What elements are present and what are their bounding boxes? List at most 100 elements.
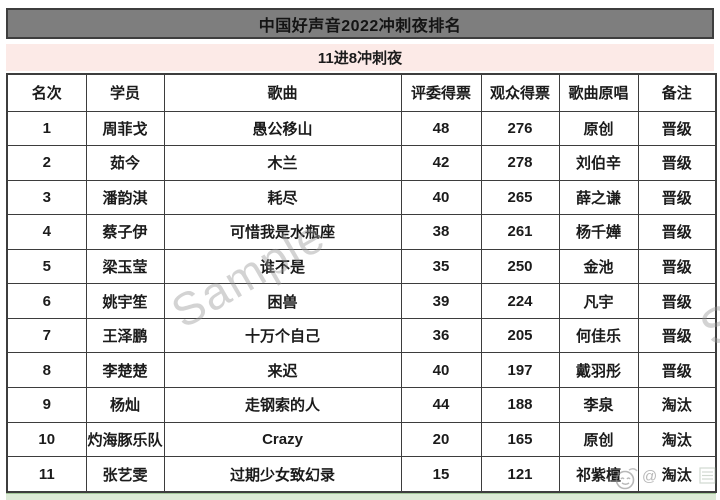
cell-judge-votes: 35 (400, 248, 482, 285)
table-row: 6 姚宇笙 困兽 39 224 凡宇 晋级 (6, 283, 717, 319)
cell-rank: 1 (6, 110, 87, 147)
cell-judge-votes: 15 (400, 456, 482, 493)
cell-audience-votes: 197 (480, 352, 560, 388)
cell-judge-votes: 44 (400, 387, 482, 423)
cell-audience-votes: 205 (480, 317, 560, 354)
cell-audience-votes: 265 (480, 179, 560, 216)
cell-remark: 晋级 (637, 317, 717, 354)
table-row: 1 周菲戈 愚公移山 48 276 原创 晋级 (6, 110, 717, 147)
table-row: 11 张艺雯 过期少女致幻录 15 121 祁紫檀 淘汰 (6, 456, 717, 493)
col-header-judge-votes: 评委得票 (400, 73, 482, 112)
cell-rank: 3 (6, 179, 87, 216)
subtitle-bar: 11进8冲刺夜 (6, 44, 714, 71)
cell-original-singer: 何佳乐 (558, 317, 639, 354)
subtitle-text: 11进8冲刺夜 (317, 50, 403, 67)
cell-student: 梁玉莹 (85, 248, 165, 285)
cell-student: 李楚楚 (85, 352, 165, 388)
cell-song: Crazy (163, 421, 402, 458)
cell-student: 灼海豚乐队 (85, 421, 165, 458)
cell-remark: 淘汰 (637, 456, 717, 493)
cell-remark: 晋级 (637, 352, 717, 388)
cell-student: 姚宇笙 (85, 283, 165, 319)
cell-song: 木兰 (163, 145, 402, 181)
cell-original-singer: 薛之谦 (558, 179, 639, 216)
cell-judge-votes: 20 (400, 421, 482, 458)
table-row: 3 潘韵淇 耗尽 40 265 薛之谦 晋级 (6, 179, 717, 216)
cell-judge-votes: 48 (400, 110, 482, 147)
ranking-table: 名次 学员 歌曲 评委得票 观众得票 歌曲原唱 备注 1 周菲戈 愚公移山 48… (6, 73, 717, 493)
cell-original-singer: 金池 (558, 248, 639, 285)
cell-rank: 7 (6, 317, 87, 354)
cell-song: 谁不是 (163, 248, 402, 285)
cell-remark: 晋级 (637, 145, 717, 181)
cell-student: 张艺雯 (85, 456, 165, 493)
title-bar: 中国好声音2022冲刺夜排名 (6, 8, 714, 39)
cell-original-singer: 戴羽彤 (558, 352, 639, 388)
col-header-student: 学员 (85, 73, 165, 112)
col-header-original-singer: 歌曲原唱 (558, 73, 639, 112)
cell-audience-votes: 276 (480, 110, 560, 147)
cell-audience-votes: 121 (480, 456, 560, 493)
cell-student: 潘韵淇 (85, 179, 165, 216)
col-header-remark: 备注 (637, 73, 717, 112)
cell-song: 耗尽 (163, 179, 402, 216)
col-header-rank: 名次 (6, 73, 87, 112)
cell-judge-votes: 40 (400, 352, 482, 388)
cell-song: 过期少女致幻录 (163, 456, 402, 493)
cell-judge-votes: 38 (400, 214, 482, 250)
table-row: 4 蔡子伊 可惜我是水瓶座 38 261 杨千嬅 晋级 (6, 214, 717, 250)
cell-audience-votes: 165 (480, 421, 560, 458)
cell-audience-votes: 261 (480, 214, 560, 250)
cell-song: 走钢索的人 (163, 387, 402, 423)
cell-original-singer: 原创 (558, 421, 639, 458)
page-title: 中国好声音2022冲刺夜排名 (258, 17, 462, 35)
cell-remark: 晋级 (637, 283, 717, 319)
table-row: 10 灼海豚乐队 Crazy 20 165 原创 淘汰 (6, 421, 717, 458)
cell-song: 困兽 (163, 283, 402, 319)
cell-original-singer: 凡宇 (558, 283, 639, 319)
cell-judge-votes: 36 (400, 317, 482, 354)
cell-remark: 晋级 (637, 110, 717, 147)
cell-rank: 5 (6, 248, 87, 285)
cell-judge-votes: 42 (400, 145, 482, 181)
cell-remark: 淘汰 (637, 387, 717, 423)
cell-audience-votes: 278 (480, 145, 560, 181)
table-row: 9 杨灿 走钢索的人 44 188 李泉 淘汰 (6, 387, 717, 423)
cell-original-singer: 李泉 (558, 387, 639, 423)
cell-rank: 8 (6, 352, 87, 388)
cell-student: 杨灿 (85, 387, 165, 423)
cell-audience-votes: 224 (480, 283, 560, 319)
header-row: 名次 学员 歌曲 评委得票 观众得票 歌曲原唱 备注 (6, 73, 717, 112)
cell-rank: 10 (6, 421, 87, 458)
cell-original-singer: 刘伯辛 (558, 145, 639, 181)
cell-student: 王泽鹏 (85, 317, 165, 354)
cell-rank: 6 (6, 283, 87, 319)
cell-remark: 晋级 (637, 179, 717, 216)
cell-judge-votes: 40 (400, 179, 482, 216)
cell-song: 愚公移山 (163, 110, 402, 147)
table-row: 7 王泽鹏 十万个自己 36 205 何佳乐 晋级 (6, 317, 717, 354)
cell-song: 来迟 (163, 352, 402, 388)
cell-audience-votes: 250 (480, 248, 560, 285)
cell-remark: 晋级 (637, 214, 717, 250)
table-row: 5 梁玉莹 谁不是 35 250 金池 晋级 (6, 248, 717, 285)
cell-remark: 晋级 (637, 248, 717, 285)
cell-rank: 9 (6, 387, 87, 423)
col-header-audience-votes: 观众得票 (480, 73, 560, 112)
cell-remark: 淘汰 (637, 421, 717, 458)
table-row: 2 茹今 木兰 42 278 刘伯辛 晋级 (6, 145, 717, 181)
cell-judge-votes: 39 (400, 283, 482, 319)
bottom-green-strip (6, 493, 716, 500)
cell-audience-votes: 188 (480, 387, 560, 423)
table-row: 8 李楚楚 来迟 40 197 戴羽彤 晋级 (6, 352, 717, 388)
cell-rank: 4 (6, 214, 87, 250)
cell-student: 周菲戈 (85, 110, 165, 147)
col-header-song: 歌曲 (163, 73, 402, 112)
cell-student: 蔡子伊 (85, 214, 165, 250)
cell-song: 十万个自己 (163, 317, 402, 354)
cell-rank: 2 (6, 145, 87, 181)
cell-song: 可惜我是水瓶座 (163, 214, 402, 250)
cell-rank: 11 (6, 456, 87, 493)
cell-original-singer: 原创 (558, 110, 639, 147)
